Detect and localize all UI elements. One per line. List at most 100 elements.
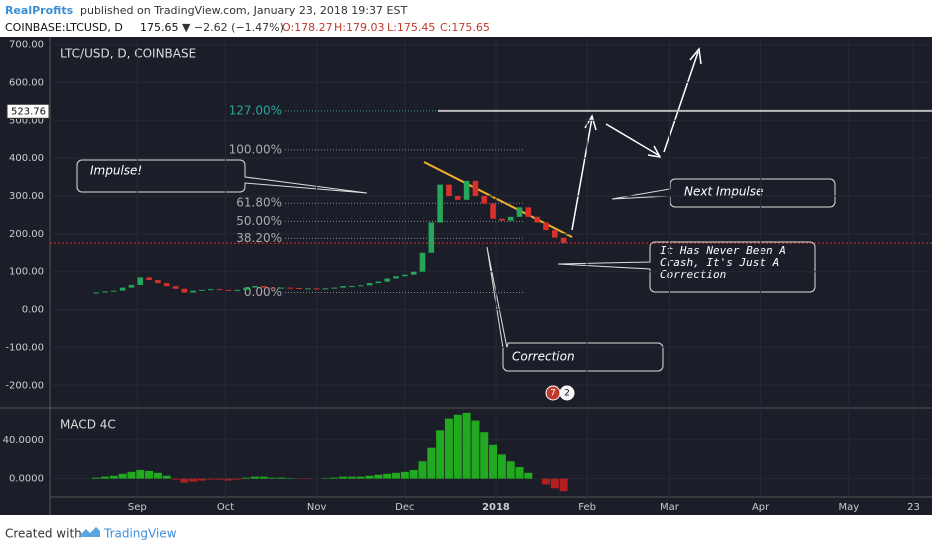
- macd-bar: [260, 477, 268, 479]
- candle: [155, 280, 161, 283]
- annotation: It Has Never Been A Crash, It's Just A C…: [660, 245, 810, 281]
- pane-title: LTC/USD, D, COINBASE: [60, 47, 196, 61]
- y-tick-label: 300.00: [9, 191, 44, 202]
- candle: [111, 291, 117, 292]
- macd-bar: [172, 479, 180, 480]
- published: published on TradingView.com, January 23…: [80, 4, 407, 17]
- macd-bar: [163, 476, 171, 479]
- macd-bar: [216, 479, 224, 480]
- macd-bar: [207, 479, 215, 480]
- event-count: 7: [550, 389, 556, 399]
- candle: [182, 289, 188, 293]
- candle: [173, 286, 179, 289]
- macd-bar: [198, 479, 206, 481]
- y-tick-label: 40.0000: [3, 435, 44, 446]
- candle: [226, 290, 232, 291]
- candle: [199, 290, 205, 291]
- y-tick-label: 600.00: [9, 77, 44, 88]
- y-tick-label: 700.00: [9, 40, 44, 51]
- fib-label: 100.00%: [229, 142, 282, 156]
- footer-brand[interactable]: TradingView: [103, 527, 177, 541]
- macd-bar: [224, 479, 232, 481]
- pane-title: MACD 4C: [60, 418, 116, 432]
- candle: [481, 196, 487, 204]
- macd-bar: [366, 476, 374, 479]
- candle: [349, 286, 355, 287]
- y-tick-label: -100.00: [5, 342, 44, 353]
- last-price: 175.65: [140, 21, 179, 34]
- candle: [234, 290, 240, 291]
- fib-label: 50.00%: [236, 214, 282, 228]
- candle: [384, 279, 390, 282]
- candle: [508, 217, 514, 221]
- macd-bar: [427, 448, 435, 479]
- y-tick-label: 200.00: [9, 229, 44, 240]
- candle: [429, 223, 435, 253]
- candle: [296, 288, 302, 289]
- candle: [411, 272, 417, 275]
- macd-bar: [242, 478, 250, 479]
- candle: [464, 181, 470, 200]
- macd-bar: [119, 474, 127, 479]
- candle: [437, 185, 443, 223]
- candle: [164, 283, 170, 286]
- candle: [358, 285, 364, 286]
- macd-bar: [560, 479, 568, 492]
- macd-bar: [542, 479, 550, 485]
- candle: [279, 288, 285, 289]
- candle: [243, 288, 249, 290]
- macd-bar: [383, 474, 391, 479]
- macd-bar: [101, 477, 109, 479]
- candle: [190, 291, 196, 293]
- candle: [402, 275, 408, 277]
- x-tick-label: Oct: [217, 502, 234, 513]
- macd-bar: [445, 419, 453, 479]
- macd-bar: [507, 461, 515, 478]
- fib-label: 127.00%: [229, 103, 282, 117]
- candle: [490, 204, 496, 219]
- candle: [499, 219, 505, 221]
- x-tick-label: Sep: [128, 502, 147, 513]
- macd-bar: [251, 477, 259, 479]
- macd-bar: [357, 477, 365, 479]
- candle: [270, 288, 276, 289]
- macd-bar: [436, 430, 444, 478]
- annotation: Correction: [512, 350, 575, 364]
- x-tick-label: Dec: [395, 502, 414, 513]
- macd-bar: [524, 473, 532, 479]
- x-tick-label: Mar: [660, 502, 680, 513]
- candle: [393, 276, 399, 278]
- macd-bar: [463, 413, 471, 479]
- candle: [208, 289, 214, 290]
- x-tick-label: Apr: [752, 502, 770, 513]
- candle: [561, 238, 567, 243]
- macd-bar: [516, 467, 524, 479]
- candle: [340, 286, 346, 288]
- candle: [376, 282, 382, 284]
- macd-bar: [551, 479, 559, 489]
- candle: [120, 288, 126, 291]
- candle: [332, 288, 338, 289]
- candle: [446, 185, 452, 196]
- y-tick-label: 0.00: [22, 305, 44, 316]
- macd-bar: [392, 473, 400, 479]
- symbol: COINBASE:LTCUSD, D: [5, 21, 123, 34]
- macd-bar: [471, 421, 479, 479]
- y-tick-label: 100.00: [9, 267, 44, 278]
- macd-bar: [480, 432, 488, 478]
- candle: [517, 207, 523, 216]
- candle: [129, 285, 135, 288]
- macd-bar: [489, 445, 497, 479]
- ohlc: C:175.65: [440, 21, 490, 34]
- macd-bar: [498, 454, 506, 478]
- event-count: 2: [564, 389, 570, 399]
- change: ▼ −2.62 (−1.47%): [182, 21, 284, 34]
- y-tick-label: -200.00: [5, 380, 44, 391]
- macd-bar: [180, 479, 188, 483]
- author[interactable]: RealProfits: [5, 4, 74, 17]
- macd-bar: [277, 478, 285, 479]
- macd-bar: [339, 477, 347, 479]
- candle: [261, 286, 267, 288]
- macd-bar: [233, 479, 241, 480]
